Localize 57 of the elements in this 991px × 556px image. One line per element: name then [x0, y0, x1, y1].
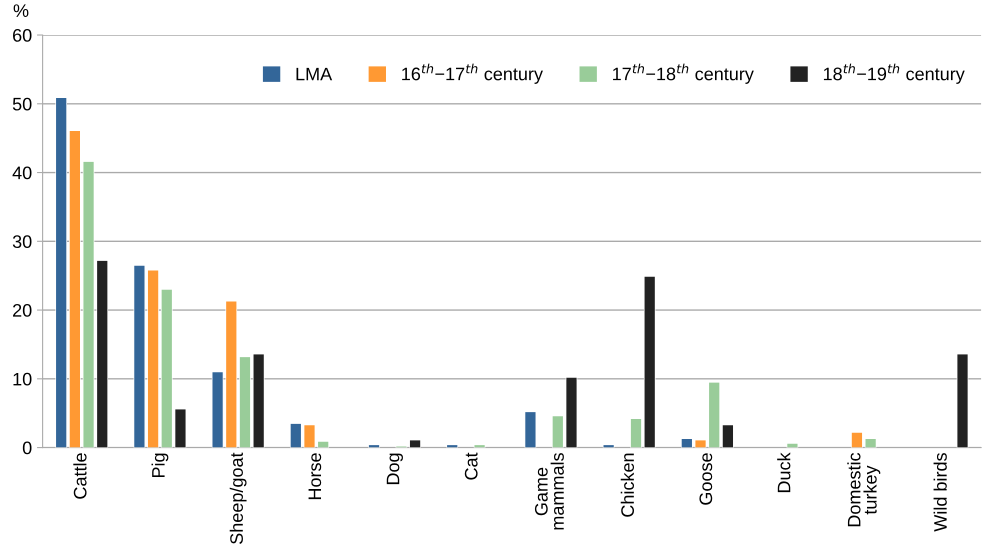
y-axis-title: % [14, 4, 28, 17]
bar [474, 444, 486, 448]
bar [524, 411, 536, 448]
x-tick-label: Goose [699, 453, 712, 505]
bar [786, 443, 798, 448]
x-tick-label: Sheep/goat [230, 452, 247, 544]
bar [252, 354, 264, 448]
bar [290, 423, 302, 448]
x-tick-label: Wild birds [934, 453, 947, 532]
bar [225, 300, 238, 448]
bar [239, 356, 251, 448]
y-tick-label: 10 [13, 372, 32, 386]
legend-label: LMA [296, 68, 332, 80]
bar [446, 444, 458, 448]
bar [566, 377, 578, 448]
x-tick-label: Game mammals [534, 453, 564, 530]
bar [69, 130, 81, 448]
x-tick-label: Cat [464, 452, 478, 480]
x-tick-label: Pig [152, 454, 168, 478]
x-tick-label: Horse [308, 453, 322, 500]
bar [694, 440, 706, 448]
bar [147, 270, 159, 448]
x-tick-label: Duck [777, 452, 790, 492]
bar [160, 289, 173, 448]
bar [368, 444, 380, 448]
x-tick-label: Cattle [73, 453, 87, 499]
bar [409, 440, 421, 448]
bar [630, 418, 642, 448]
bar [212, 372, 224, 448]
y-tick-label: 50 [12, 98, 32, 111]
x-tick-label: Dog [386, 454, 403, 484]
bar [317, 441, 330, 448]
bar [134, 265, 146, 448]
x-tick-label: Chicken [620, 454, 634, 517]
y-tick-label: 60 [13, 28, 32, 42]
bar [602, 444, 614, 448]
bar [82, 161, 94, 448]
bar [96, 260, 108, 448]
legend-label: 17$^{th}$−18$^{th}$ century [613, 64, 754, 84]
legend-label: 18$^{th}$−19$^{th}$ century [824, 64, 965, 84]
legend-label: 16$^{th}$−17$^{th}$ century [402, 64, 543, 84]
bar [55, 97, 68, 448]
y-tick-label: 30 [12, 235, 32, 248]
x-tick-label: Domestic turkey [847, 452, 880, 526]
y-tick-label: 0 [22, 442, 32, 454]
bar [851, 432, 863, 448]
bar [174, 408, 186, 448]
bar [708, 382, 720, 448]
bar [304, 424, 316, 448]
bar [552, 416, 564, 448]
y-tick-label: 40 [12, 166, 32, 180]
bar [681, 438, 693, 448]
bar [722, 424, 734, 448]
bar [956, 354, 968, 448]
y-tick-label: 20 [13, 304, 32, 317]
bar [864, 438, 876, 448]
bar [644, 276, 656, 448]
